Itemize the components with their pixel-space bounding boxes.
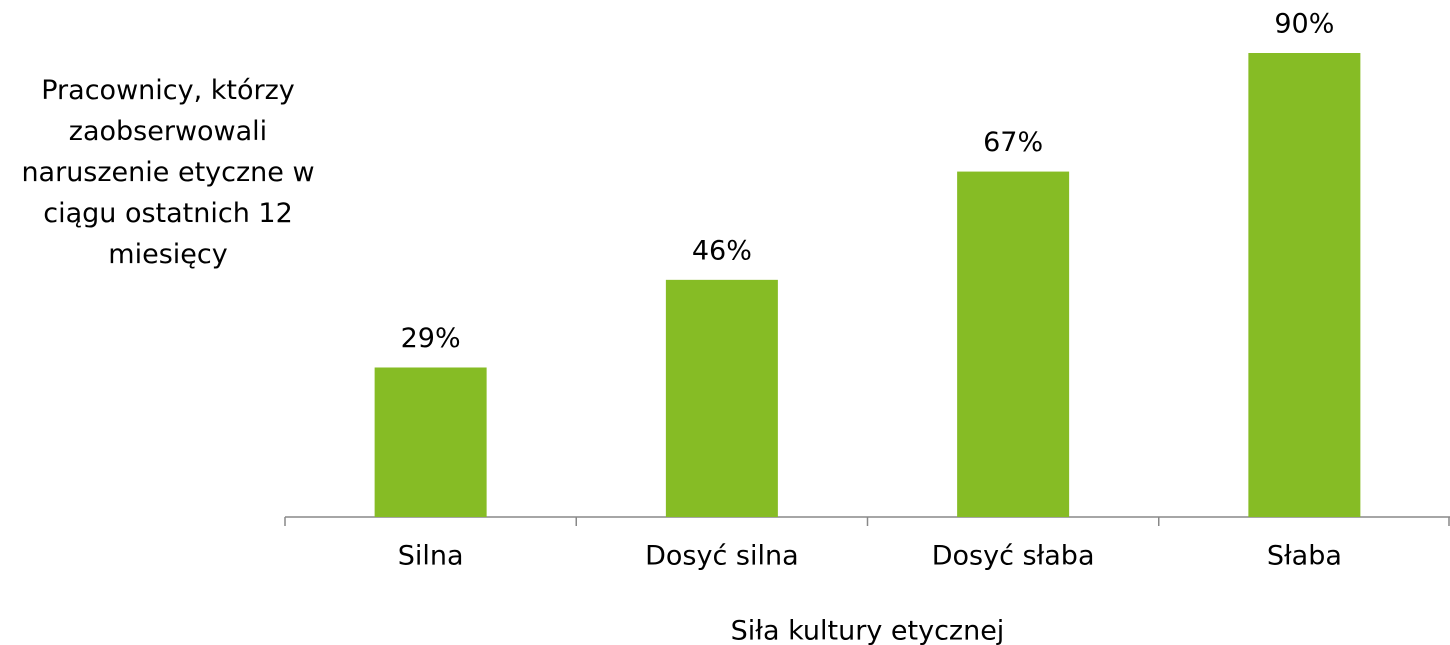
- x-axis-label: Siła kultury etycznej: [731, 616, 1005, 645]
- x-tick-label: Silna: [398, 541, 464, 572]
- value-label: 67%: [983, 127, 1043, 158]
- bar: [1248, 53, 1361, 517]
- y-axis-label: Pracownicy, którzy zaobserwowali narusze…: [21, 75, 324, 270]
- x-tick-label: Dosyć silna: [645, 541, 799, 572]
- value-label: 46%: [692, 235, 752, 266]
- value-label: 29%: [401, 323, 461, 354]
- value-label: 90%: [1274, 9, 1334, 40]
- bar: [665, 279, 778, 517]
- x-tick-label: Dosyć słaba: [932, 541, 1095, 572]
- bar: [957, 171, 1070, 518]
- bar: [374, 367, 487, 517]
- x-tick-label: Słaba: [1267, 541, 1342, 572]
